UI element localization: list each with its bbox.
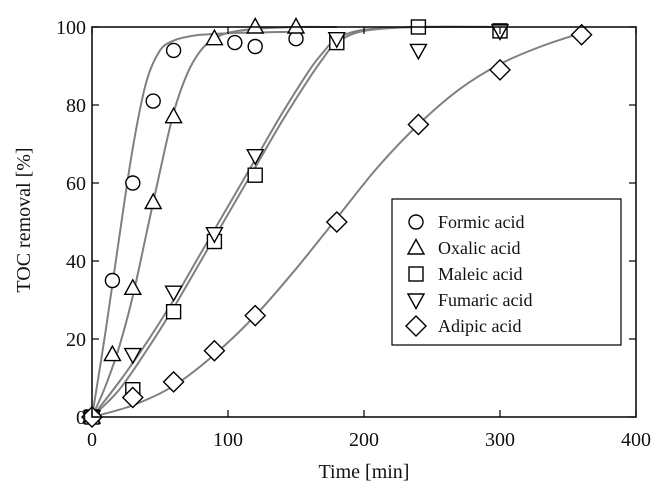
x-tick-label: 0 xyxy=(87,429,97,451)
data-point-formic-acid xyxy=(227,34,243,51)
y-tick-label: 0 xyxy=(76,407,86,429)
legend-label-maleic-acid: Maleic acid xyxy=(438,264,522,284)
legend-marker-fumaric-acid xyxy=(406,293,426,310)
data-point-adipic-acid xyxy=(121,386,144,409)
data-point-formic-acid xyxy=(247,38,263,55)
legend-marker-oxalic-acid xyxy=(406,238,426,255)
data-point-fumaric-acid xyxy=(205,226,224,244)
data-point-formic-acid xyxy=(165,42,182,59)
x-tick-label: 100 xyxy=(213,429,243,451)
data-point-fumaric-acid xyxy=(164,285,183,303)
x-tick-label: 400 xyxy=(621,429,651,451)
legend-label-oxalic-acid: Oxalic acid xyxy=(438,238,520,258)
data-point-oxalic-acid xyxy=(205,28,224,46)
data-point-adipic-acid xyxy=(203,339,226,362)
y-tick-label: 60 xyxy=(66,173,86,195)
y-tick-label: 20 xyxy=(66,329,86,351)
legend-marker-maleic-acid xyxy=(408,266,424,282)
data-point-fumaric-acid xyxy=(327,32,346,49)
data-point-oxalic-acid xyxy=(123,278,142,295)
data-point-adipic-acid xyxy=(489,58,511,81)
data-point-fumaric-acid xyxy=(409,43,428,61)
data-point-adipic-acid xyxy=(325,211,348,233)
data-point-formic-acid xyxy=(145,93,161,109)
data-point-fumaric-acid xyxy=(123,347,142,365)
legend-box xyxy=(391,198,622,346)
data-point-maleic-acid xyxy=(247,167,263,183)
data-point-maleic-acid xyxy=(165,304,182,320)
data-point-oxalic-acid xyxy=(164,106,183,124)
data-point-adipic-acid xyxy=(244,304,267,327)
y-tick-label: 80 xyxy=(66,95,86,117)
y-tick-label: 40 xyxy=(66,251,86,273)
data-point-oxalic-acid xyxy=(144,192,163,210)
legend-marker-formic-acid xyxy=(408,214,424,230)
data-point-formic-acid xyxy=(288,31,304,47)
data-point-fumaric-acid xyxy=(246,148,265,166)
data-point-adipic-acid xyxy=(570,23,593,46)
legend-label-formic-acid: Formic acid xyxy=(438,212,524,232)
tick-labels: 0 100 200 300 400 0 20 40 60 80 100 xyxy=(56,17,651,451)
data-point-oxalic-acid xyxy=(246,17,265,34)
x-tick-label: 300 xyxy=(485,429,515,451)
y-axis-label: TOC removal [%] xyxy=(13,147,35,292)
fit-curve-formic-acid xyxy=(91,30,297,418)
data-point-oxalic-acid xyxy=(103,344,122,362)
data-point-formic-acid xyxy=(104,272,121,289)
data-point-adipic-acid xyxy=(407,113,430,136)
data-point-oxalic-acid xyxy=(286,17,306,34)
data-point-formic-acid xyxy=(125,175,141,191)
legend-label-fumaric-acid: Fumaric acid xyxy=(438,290,532,310)
axis-ticks xyxy=(91,26,637,418)
y-tick-label: 100 xyxy=(56,17,86,39)
legend: Formic acid Oxalic acid Maleic acid Fumaric… xyxy=(391,198,622,346)
x-tick-label: 200 xyxy=(349,429,379,451)
legend-marker-adipic-acid xyxy=(405,315,427,337)
legend-label-adipic-acid: Adipic acid xyxy=(438,316,521,336)
data-point-adipic-acid xyxy=(162,370,185,393)
x-axis-label: Time [min] xyxy=(319,461,410,483)
